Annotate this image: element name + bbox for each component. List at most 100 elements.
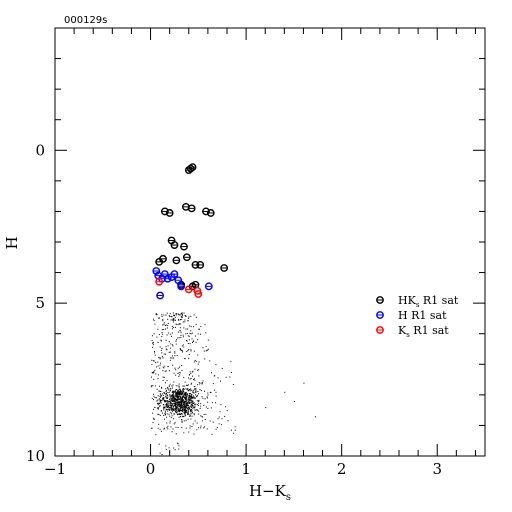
field-star — [155, 362, 157, 364]
field-star — [160, 339, 162, 341]
field-star — [173, 397, 175, 399]
field-star — [194, 405, 196, 407]
field-star — [191, 382, 193, 384]
field-star — [191, 409, 193, 411]
field-star — [164, 370, 166, 372]
field-star — [168, 406, 170, 408]
field-star — [161, 329, 163, 331]
field-star — [153, 318, 155, 320]
field-star — [180, 400, 182, 402]
legend-marker — [376, 326, 384, 334]
field-star — [179, 411, 181, 413]
field-star — [184, 405, 186, 407]
field-star — [192, 403, 194, 405]
field-star — [181, 407, 183, 409]
field-star — [224, 415, 226, 417]
field-star — [178, 390, 180, 392]
field-star — [177, 372, 179, 374]
field-star — [186, 403, 188, 405]
field-star — [178, 398, 180, 400]
field-star — [177, 410, 179, 412]
field-star — [189, 415, 191, 417]
field-star — [185, 394, 187, 396]
field-star — [193, 433, 195, 435]
field-star — [194, 388, 196, 390]
field-star — [187, 319, 189, 321]
field-star — [166, 422, 168, 424]
field-star — [151, 397, 153, 399]
field-star — [195, 403, 197, 405]
field-star — [184, 404, 186, 406]
field-star — [165, 324, 167, 326]
field-star — [185, 396, 187, 398]
field-star — [176, 323, 178, 325]
field-star — [189, 332, 191, 334]
field-star — [185, 315, 187, 317]
field-star — [182, 406, 184, 408]
field-star — [200, 326, 202, 328]
field-star — [198, 413, 200, 415]
field-star — [178, 314, 180, 316]
field-star — [187, 418, 189, 420]
field-star — [184, 413, 186, 415]
field-star — [181, 421, 183, 423]
field-star — [173, 409, 175, 411]
field-star — [166, 334, 168, 336]
field-star — [181, 313, 183, 315]
field-star — [172, 364, 174, 366]
field-star — [154, 385, 156, 387]
field-star — [178, 319, 180, 321]
field-star — [206, 428, 208, 430]
field-star — [170, 319, 172, 321]
field-star — [167, 402, 169, 404]
field-star — [159, 403, 161, 405]
field-star — [190, 333, 192, 335]
field-star — [177, 389, 179, 391]
field-star — [192, 391, 194, 393]
field-star — [170, 315, 172, 317]
field-star — [200, 427, 202, 429]
field-star — [184, 408, 186, 410]
field-star — [203, 350, 205, 352]
field-star — [167, 365, 169, 367]
field-star — [169, 420, 171, 422]
field-star — [171, 404, 173, 406]
field-star — [185, 404, 187, 406]
field-star — [195, 394, 197, 396]
field-star — [177, 399, 179, 401]
x-tick-label: 1 — [241, 460, 251, 478]
field-star — [184, 358, 186, 360]
field-star — [152, 385, 154, 387]
field-star — [191, 426, 193, 428]
field-star — [197, 369, 199, 371]
field-star — [182, 388, 184, 390]
field-star — [177, 392, 179, 394]
field-star — [162, 406, 164, 408]
field-star — [164, 412, 166, 414]
field-star — [186, 340, 188, 342]
field-star — [174, 391, 176, 393]
field-star — [175, 385, 177, 387]
field-star — [167, 406, 169, 408]
field-star — [184, 410, 186, 412]
field-star — [174, 397, 176, 399]
field-star — [190, 372, 192, 374]
field-star — [157, 408, 159, 410]
field-star — [215, 402, 217, 404]
field-star — [180, 410, 182, 412]
field-star — [160, 430, 162, 432]
field-star-outlier — [314, 416, 316, 418]
field-star — [179, 348, 181, 350]
data-point — [152, 267, 161, 275]
field-star — [196, 396, 198, 398]
field-star — [185, 408, 187, 410]
field-star — [154, 369, 156, 371]
field-star — [190, 388, 192, 390]
field-star — [217, 418, 219, 420]
field-star — [158, 356, 160, 358]
field-star — [194, 407, 196, 409]
data-point — [194, 290, 203, 298]
field-star — [212, 383, 214, 385]
field-star — [155, 397, 157, 399]
field-star — [161, 399, 163, 401]
